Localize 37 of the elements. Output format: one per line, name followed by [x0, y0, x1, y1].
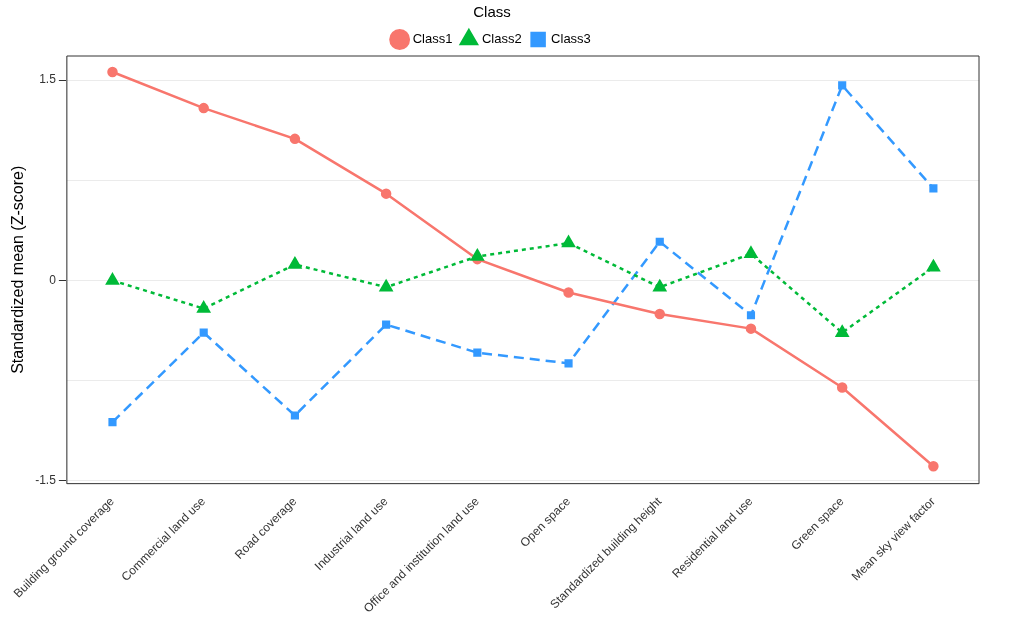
point	[199, 328, 208, 337]
point	[926, 259, 940, 272]
point	[744, 246, 758, 259]
point	[654, 308, 666, 320]
y-tick-label: -1.5	[35, 473, 57, 488]
point	[928, 461, 939, 472]
point	[655, 237, 664, 246]
point	[106, 273, 119, 285]
point	[107, 66, 118, 78]
point	[929, 184, 938, 193]
point	[379, 279, 393, 292]
point	[290, 411, 299, 420]
point	[470, 249, 484, 261]
legend-title: Class	[473, 2, 511, 20]
point	[746, 311, 756, 320]
legend-label: Class1	[412, 31, 453, 47]
point	[198, 102, 209, 114]
point	[653, 279, 667, 292]
point	[835, 325, 849, 337]
point	[473, 348, 482, 357]
y-tick-label: 1.5	[39, 72, 57, 87]
legend-label: Class3	[551, 31, 591, 47]
point	[288, 257, 302, 269]
point	[836, 382, 848, 393]
point	[289, 133, 301, 145]
legend-label: Class2	[481, 31, 522, 47]
point	[562, 235, 575, 248]
point	[197, 301, 211, 313]
y-tick-label: 0	[49, 272, 57, 287]
y-axis-title: Standardized mean (Z-score)	[9, 165, 27, 374]
point	[108, 418, 117, 427]
point	[382, 320, 391, 329]
point	[564, 359, 573, 368]
point	[838, 81, 847, 90]
point	[745, 323, 757, 334]
point	[563, 287, 574, 298]
point	[380, 188, 392, 199]
